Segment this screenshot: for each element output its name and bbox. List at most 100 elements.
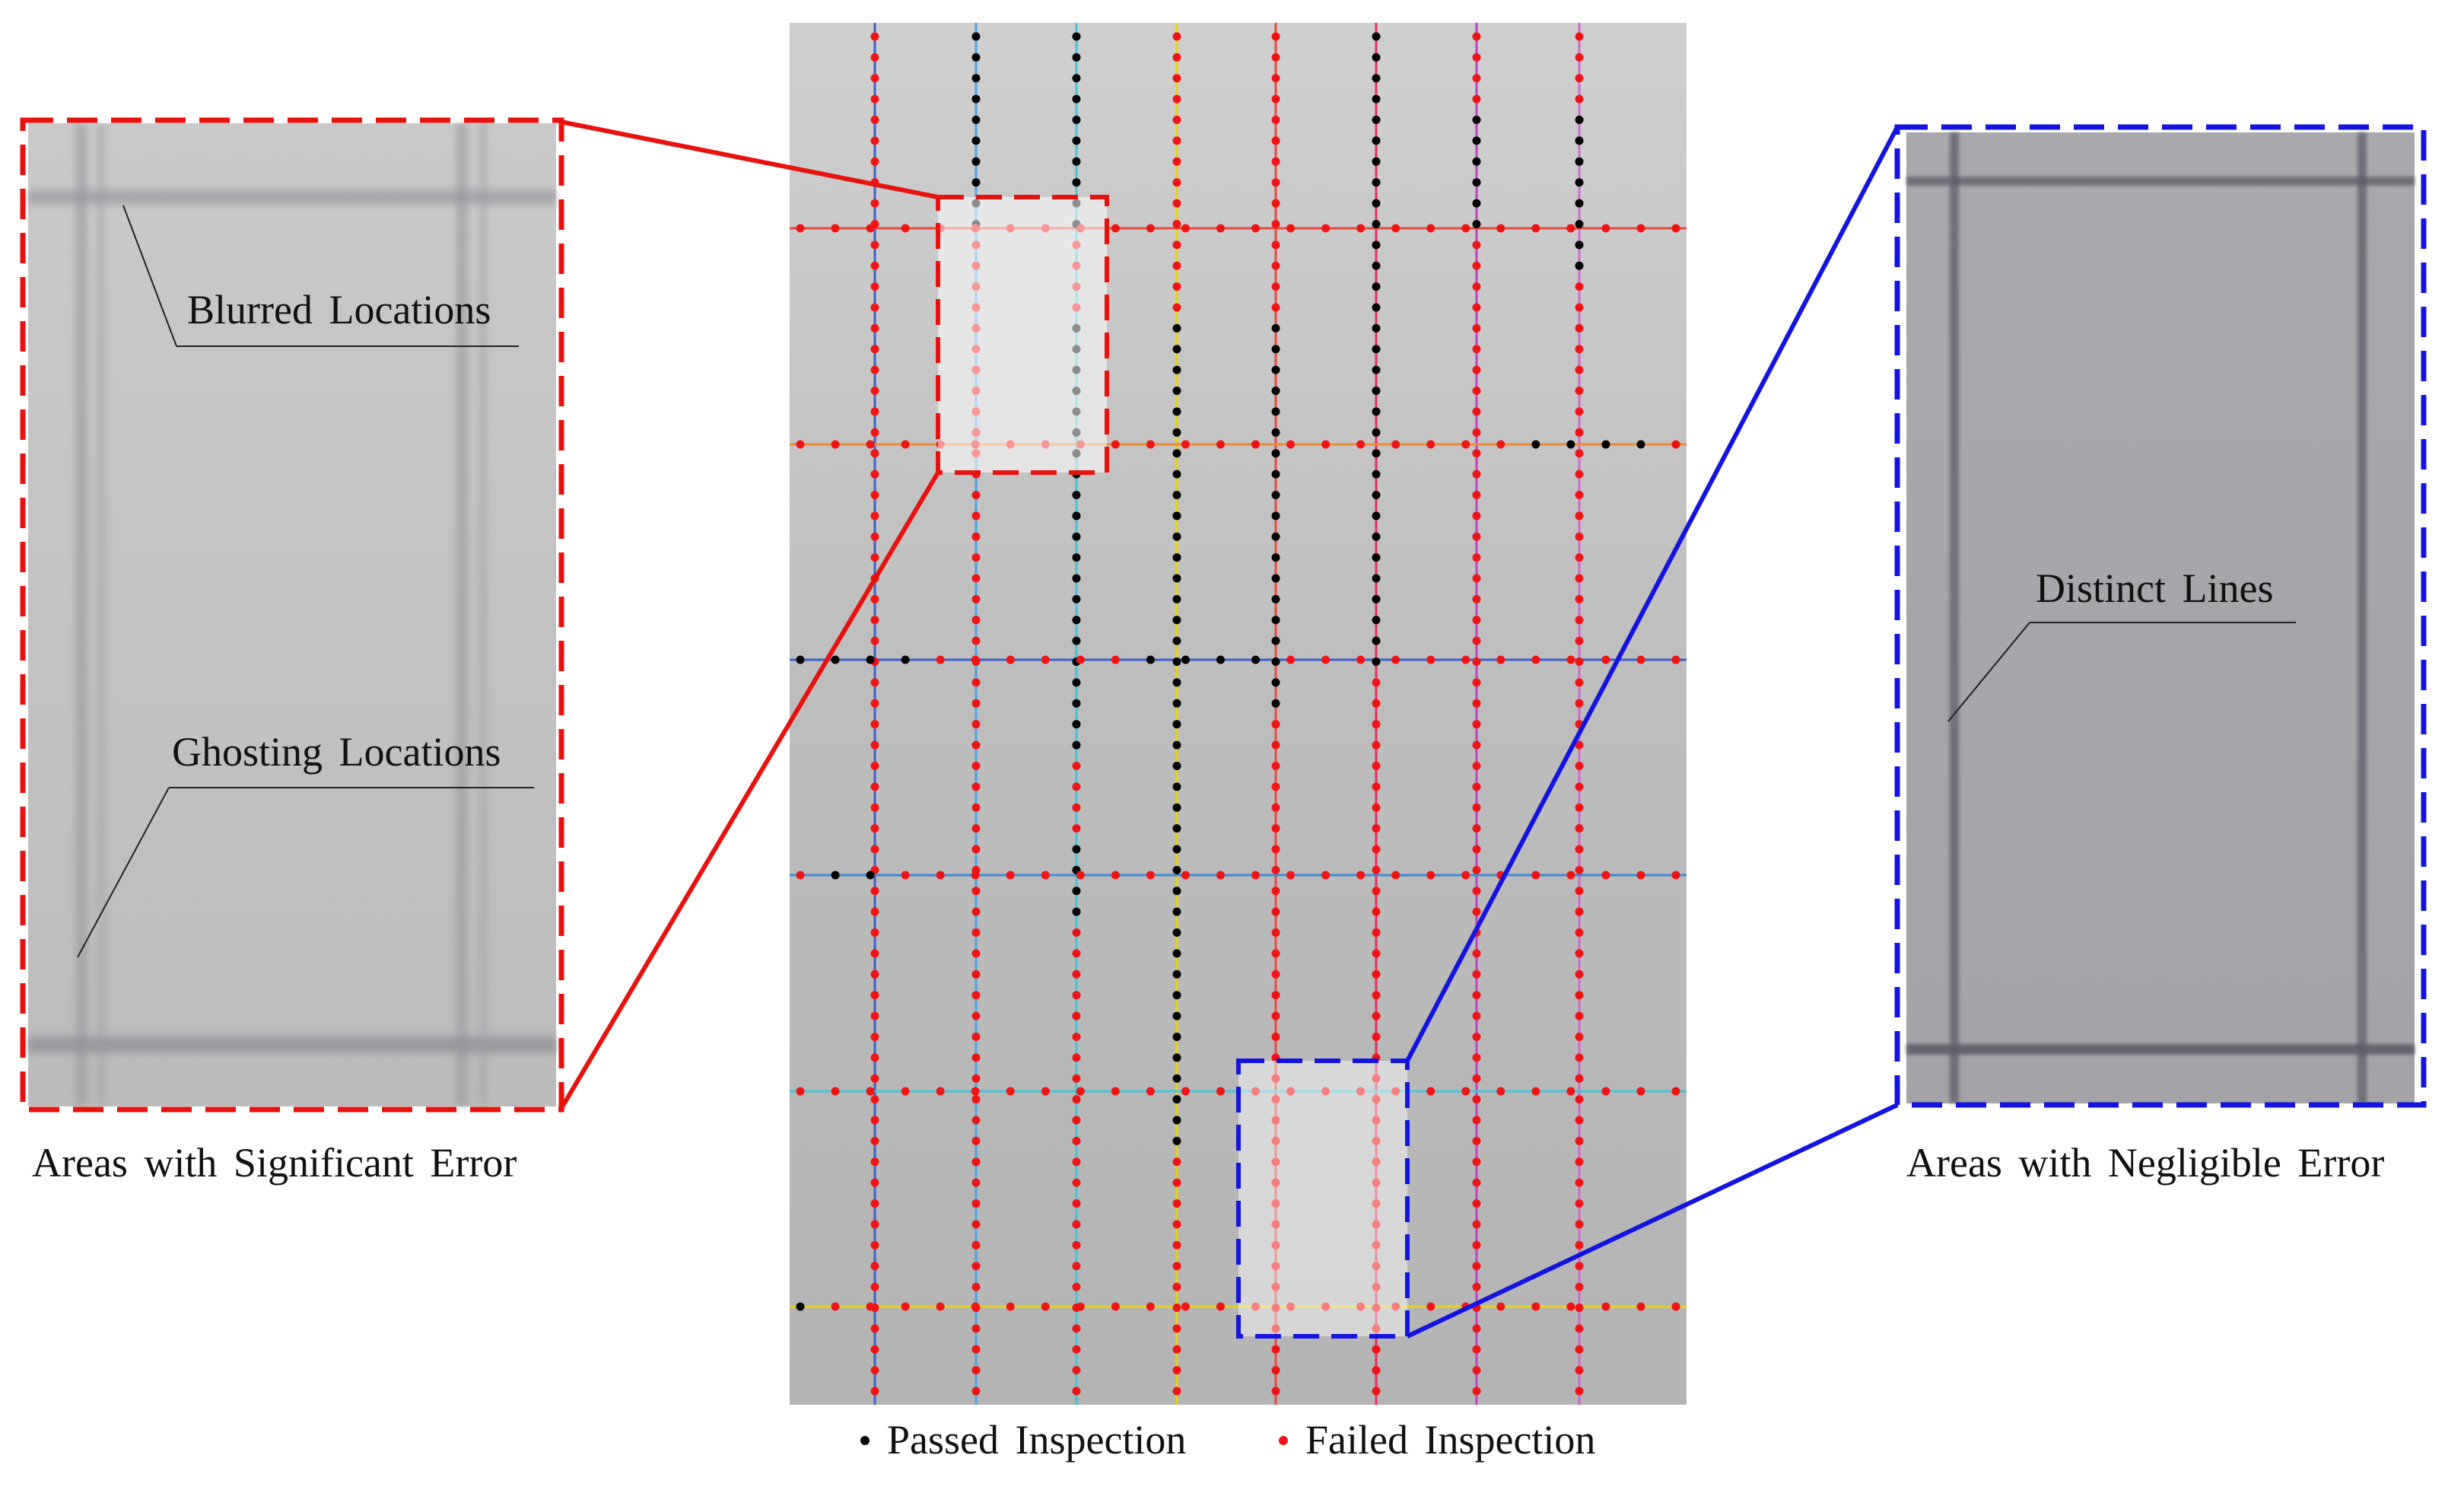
passed-inspection-dot xyxy=(1575,199,1584,208)
failed-inspection-dot xyxy=(971,845,981,854)
failed-inspection-dot xyxy=(1391,871,1401,880)
failed-inspection-dot xyxy=(1372,845,1381,854)
failed-inspection-dot xyxy=(971,1262,981,1271)
passed-inspection-dot xyxy=(1072,845,1081,854)
passed-inspection-dot xyxy=(1372,387,1381,396)
failed-inspection-dot xyxy=(1472,1178,1481,1187)
passed-inspection-dot xyxy=(1172,1053,1181,1062)
failed-inspection-dot xyxy=(870,199,879,208)
zoom-significant-blurred-lines xyxy=(28,123,556,1106)
failed-inspection-dot xyxy=(971,1366,981,1375)
failed-inspection-dot xyxy=(1531,224,1540,233)
failed-inspection-dot xyxy=(1472,240,1481,250)
passed-inspection-dot xyxy=(1575,157,1584,166)
failed-inspection-dot xyxy=(1072,949,1081,958)
source-region-significant-frame xyxy=(936,195,1109,475)
failed-inspection-dot xyxy=(1072,1032,1081,1041)
failed-inspection-dot xyxy=(1601,655,1610,664)
failed-inspection-dot xyxy=(1575,1095,1584,1104)
failed-inspection-dot xyxy=(901,1302,910,1311)
failed-inspection-dot xyxy=(1496,1302,1505,1311)
failed-inspection-dot xyxy=(831,1087,840,1096)
passed-inspection-dot xyxy=(1172,407,1181,416)
failed-inspection-dot xyxy=(1006,655,1015,664)
passed-inspection-dot xyxy=(1601,440,1610,449)
failed-inspection-dot xyxy=(1072,1220,1081,1229)
failed-inspection-dot xyxy=(1472,1324,1481,1333)
passed-inspection-dot xyxy=(1072,136,1081,145)
failed-inspection-dot xyxy=(1372,1032,1381,1041)
passed-inspection-dot xyxy=(1072,636,1081,645)
failed-inspection-dot xyxy=(1575,636,1584,645)
failed-inspection-dot xyxy=(1372,1178,1381,1187)
failed-inspection-dot xyxy=(1372,1116,1381,1125)
failed-inspection-dot xyxy=(1575,928,1584,938)
failed-inspection-dot xyxy=(1575,490,1584,499)
zoom-negligible-distinct-lines xyxy=(1906,132,2415,1103)
failed-inspection-dot xyxy=(1472,407,1481,416)
failed-inspection-dot xyxy=(1271,1157,1280,1167)
failed-inspection-dot xyxy=(1531,1302,1540,1311)
failed-inspection-dot xyxy=(1496,440,1505,449)
passed-inspection-dot xyxy=(1271,449,1280,458)
passed-inspection-dot xyxy=(1372,282,1381,291)
failed-inspection-dot xyxy=(831,224,840,233)
failed-inspection-dot xyxy=(1172,157,1181,166)
failed-inspection-dot xyxy=(1575,1074,1584,1083)
failed-inspection-dot xyxy=(971,928,981,938)
failed-inspection-dot xyxy=(870,1095,879,1104)
failed-inspection-dot xyxy=(1566,871,1575,880)
passed-inspection-dot xyxy=(796,1302,805,1311)
failed-inspection-dot xyxy=(1286,440,1296,449)
passed-inspection-dot xyxy=(1072,74,1081,83)
failed-inspection-dot xyxy=(1575,511,1584,521)
failed-inspection-dot xyxy=(870,1345,879,1354)
failed-inspection-dot xyxy=(1496,655,1505,664)
failed-inspection-dot xyxy=(1271,261,1280,270)
failed-inspection-dot xyxy=(1575,887,1584,896)
failed-inspection-dot xyxy=(870,240,879,250)
failed-inspection-dot xyxy=(1472,1199,1481,1208)
failed-inspection-dot xyxy=(1072,1074,1081,1083)
failed-inspection-dot xyxy=(1575,303,1584,312)
failed-inspection-dot xyxy=(1566,655,1575,664)
failed-inspection-dot xyxy=(1472,323,1481,333)
failed-inspection-dot xyxy=(1372,1324,1381,1333)
failed-inspection-dot xyxy=(1636,224,1645,233)
failed-inspection-dot xyxy=(1461,440,1470,449)
failed-inspection-dot xyxy=(1271,303,1280,312)
passed-inspection-dot xyxy=(1251,655,1261,664)
failed-inspection-dot xyxy=(1271,782,1280,791)
failed-inspection-dot xyxy=(831,1302,840,1311)
failed-inspection-dot xyxy=(870,470,879,479)
failed-inspection-dot xyxy=(1076,655,1085,664)
passed-inspection-dot xyxy=(1072,553,1081,562)
failed-inspection-dot xyxy=(870,928,879,938)
failed-inspection-dot xyxy=(1496,1087,1505,1096)
failed-inspection-dot xyxy=(870,1387,879,1396)
failed-inspection-dot xyxy=(1575,1282,1584,1291)
failed-inspection-dot xyxy=(870,907,879,916)
failed-inspection-dot xyxy=(1271,1074,1280,1083)
failed-inspection-dot xyxy=(870,991,879,1000)
passed-inspection-dot xyxy=(1472,116,1481,125)
failed-inspection-dot xyxy=(796,1087,805,1096)
failed-inspection-dot xyxy=(870,94,879,103)
failed-inspection-dot xyxy=(1472,865,1481,874)
failed-inspection-dot xyxy=(1575,761,1584,770)
failed-inspection-dot xyxy=(1271,199,1280,208)
legend-failed-marker xyxy=(1279,1436,1288,1445)
failed-inspection-dot xyxy=(1271,240,1280,250)
passed-inspection-dot xyxy=(1172,1116,1181,1125)
failed-inspection-dot xyxy=(1636,1087,1645,1096)
failed-inspection-dot xyxy=(1372,1303,1381,1312)
passed-inspection-dot xyxy=(1372,240,1381,250)
passed-inspection-dot xyxy=(1172,511,1181,521)
failed-inspection-dot xyxy=(1271,1032,1280,1041)
failed-inspection-dot xyxy=(870,407,879,416)
failed-inspection-dot xyxy=(1216,224,1225,233)
passed-inspection-dot xyxy=(1372,407,1381,416)
failed-inspection-dot xyxy=(1472,470,1481,479)
failed-inspection-dot xyxy=(1172,1199,1181,1208)
failed-inspection-dot xyxy=(971,782,981,791)
